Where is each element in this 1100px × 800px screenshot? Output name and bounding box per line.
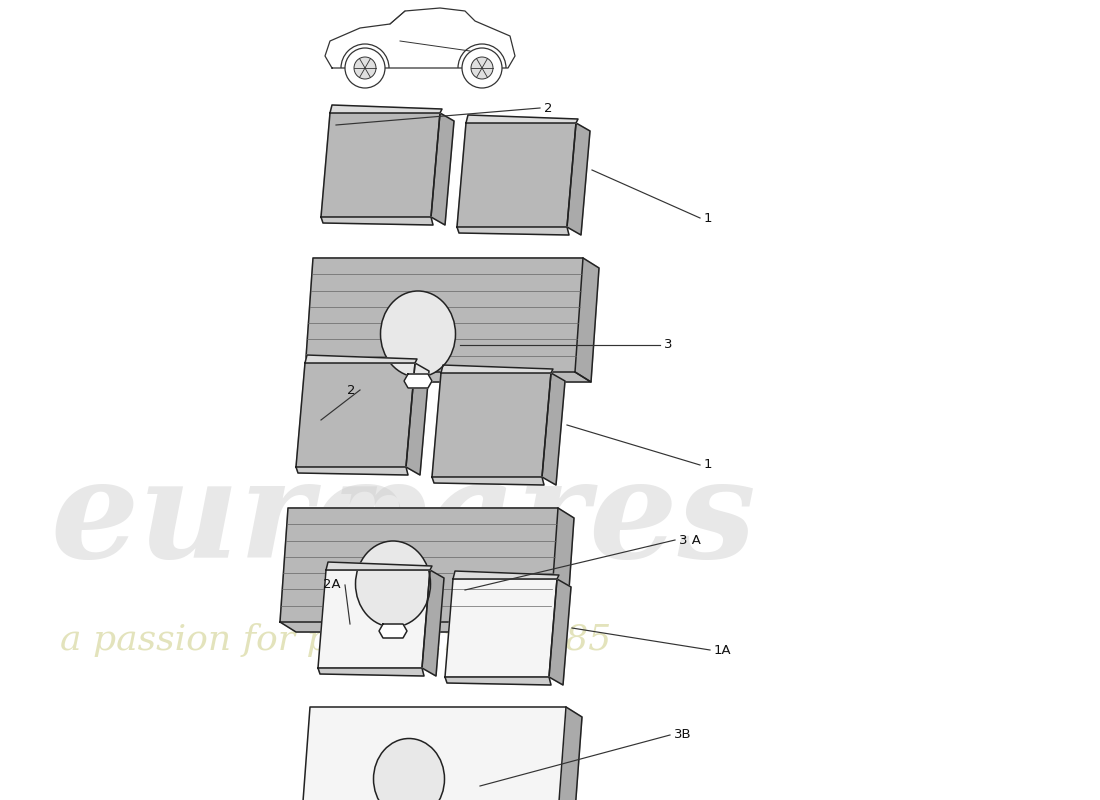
Polygon shape xyxy=(431,113,454,225)
Polygon shape xyxy=(318,668,424,676)
Polygon shape xyxy=(549,579,571,685)
Text: 1: 1 xyxy=(704,458,713,471)
Polygon shape xyxy=(321,217,433,225)
Polygon shape xyxy=(432,373,551,477)
Polygon shape xyxy=(550,508,574,632)
Text: 3 A: 3 A xyxy=(679,534,701,546)
Text: 3: 3 xyxy=(664,338,672,351)
Text: euro: euro xyxy=(50,453,405,587)
Polygon shape xyxy=(446,579,557,677)
Polygon shape xyxy=(379,624,407,638)
Polygon shape xyxy=(456,123,576,227)
Polygon shape xyxy=(575,258,600,382)
Polygon shape xyxy=(321,113,440,217)
Polygon shape xyxy=(280,622,566,632)
Text: 1A: 1A xyxy=(714,643,732,657)
Polygon shape xyxy=(422,570,444,676)
Circle shape xyxy=(345,48,385,88)
Text: 2: 2 xyxy=(348,383,356,397)
Polygon shape xyxy=(432,477,544,485)
Text: 3B: 3B xyxy=(674,729,692,742)
Polygon shape xyxy=(406,363,429,475)
Polygon shape xyxy=(305,258,583,372)
Polygon shape xyxy=(305,372,591,382)
Polygon shape xyxy=(324,8,515,68)
Polygon shape xyxy=(558,707,582,800)
Polygon shape xyxy=(326,562,432,570)
Polygon shape xyxy=(441,365,553,373)
Circle shape xyxy=(462,48,502,88)
Text: a passion for parts since 1985: a passion for parts since 1985 xyxy=(60,623,612,657)
Text: 1: 1 xyxy=(704,211,713,225)
Polygon shape xyxy=(318,570,430,668)
Polygon shape xyxy=(330,105,442,113)
Polygon shape xyxy=(305,355,417,363)
Polygon shape xyxy=(404,374,432,388)
Polygon shape xyxy=(542,373,565,485)
Polygon shape xyxy=(446,677,551,685)
Circle shape xyxy=(471,57,493,79)
Ellipse shape xyxy=(381,291,455,377)
Polygon shape xyxy=(302,707,566,800)
Polygon shape xyxy=(296,363,415,467)
Polygon shape xyxy=(453,571,559,579)
Circle shape xyxy=(354,57,376,79)
Polygon shape xyxy=(566,123,590,235)
Polygon shape xyxy=(456,227,569,235)
Polygon shape xyxy=(466,115,578,123)
Text: 2A: 2A xyxy=(323,578,341,591)
Text: 2: 2 xyxy=(544,102,552,114)
Polygon shape xyxy=(280,508,558,622)
Ellipse shape xyxy=(355,541,430,627)
Polygon shape xyxy=(296,467,408,475)
Ellipse shape xyxy=(374,738,444,800)
Text: pares: pares xyxy=(330,453,757,587)
